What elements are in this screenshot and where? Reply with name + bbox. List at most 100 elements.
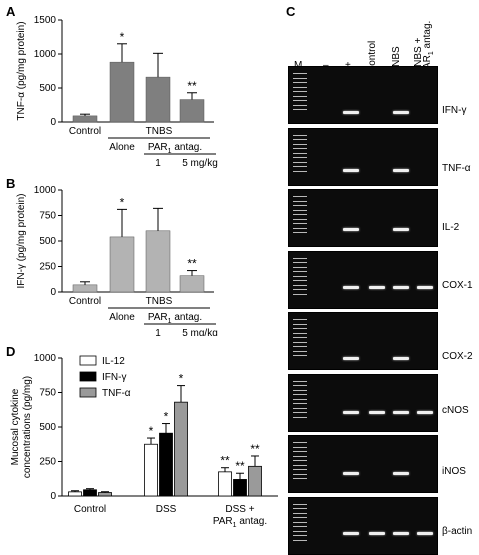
panel-d-legend-label: IL-12 <box>102 356 125 367</box>
marker-band <box>293 389 307 391</box>
marker-band <box>293 539 307 541</box>
marker-band <box>293 380 307 382</box>
marker-band <box>293 512 307 514</box>
panel-d-bar-tnf- <box>98 492 112 497</box>
panel-a-label-dose-1: 1 <box>155 158 161 169</box>
gel-label: β-actin <box>442 525 473 537</box>
panel-b-bar <box>109 236 135 293</box>
gel-band <box>369 410 385 414</box>
gel-band <box>417 410 433 414</box>
panel-b-y-axis-label: IFN-γ (pg/mg protein) <box>16 193 27 288</box>
gel-image <box>288 496 438 555</box>
panel-d-significance: * <box>149 424 154 438</box>
marker-band <box>293 170 307 172</box>
panel-d-y-tick-label: 750 <box>39 388 56 399</box>
marker-band <box>293 143 307 145</box>
panel-a-bar <box>179 99 205 123</box>
marker-band <box>293 385 307 386</box>
marker-band <box>293 232 307 233</box>
panel-b-bar <box>72 284 98 293</box>
marker-band <box>293 451 307 452</box>
panel-d-y-tick-label: 1000 <box>34 353 57 364</box>
panel-d-bar-il-12 <box>218 471 232 497</box>
gel-band <box>393 111 409 114</box>
panel-b-bar <box>179 275 205 293</box>
gel-image <box>288 435 438 493</box>
marker-band <box>293 517 307 518</box>
marker-band <box>293 478 307 479</box>
marker-band <box>293 95 307 97</box>
panel-b-label-tnbs: TNBS <box>146 296 173 307</box>
marker-band <box>293 209 307 211</box>
marker-band <box>293 464 307 466</box>
panel-b-y-tick-label: 750 <box>39 211 56 222</box>
gel-band <box>343 531 359 535</box>
marker-band <box>293 530 307 532</box>
panel-b-label-alone: Alone <box>109 312 135 323</box>
panel-a-label-par-antag: PAR1 antag. <box>148 142 202 155</box>
marker-band <box>293 139 307 140</box>
marker-band <box>293 73 307 74</box>
marker-band <box>293 100 307 101</box>
marker-band <box>293 91 307 92</box>
panel-b-label-par-antag: PAR1 antag. <box>148 312 202 325</box>
panel-a-y-tick-label: 500 <box>39 83 56 94</box>
gel-label: COX-2 <box>442 351 473 362</box>
panel-a-label-tnbs: TNBS <box>146 126 173 137</box>
panel-d-significance: ** <box>235 459 245 473</box>
panel-a-bar <box>72 115 98 123</box>
marker-band <box>293 407 307 409</box>
marker-band <box>293 341 307 343</box>
marker-band <box>293 104 307 106</box>
marker-band <box>293 328 307 329</box>
gel-band <box>343 168 359 172</box>
panel-a-y-tick-label: 0 <box>50 117 56 128</box>
panel-b-label: B <box>6 176 16 191</box>
gel-label: cNOS <box>442 404 469 416</box>
panel-b-significance: * <box>120 195 125 209</box>
marker-band <box>293 355 307 356</box>
panel-a-y-axis-label: TNF-α (pg/mg protein) <box>16 21 27 120</box>
panel-d-bar-tnf- <box>174 401 188 497</box>
panel-a-label-alone: Alone <box>109 142 135 153</box>
panel-d-bar-il-12 <box>144 443 158 497</box>
panel-a-significance: * <box>120 30 125 44</box>
gel-band <box>393 531 409 535</box>
panel-d-label: D <box>6 344 16 359</box>
panel-d-significance: * <box>179 372 184 386</box>
panel-b-label-control: Control <box>69 296 101 307</box>
panel-d-y-tick-label: 250 <box>39 457 56 468</box>
marker-band <box>293 350 307 352</box>
marker-band <box>293 161 307 163</box>
marker-band <box>293 280 307 281</box>
gel-lane-label-positive: + <box>345 60 351 71</box>
panel-d-bar-ifn- <box>159 432 173 497</box>
marker-band <box>293 223 307 224</box>
panel-d-bar-ifn- <box>83 489 97 497</box>
panel-b-significance: ** <box>187 257 197 271</box>
marker-band <box>293 214 307 215</box>
gel-band <box>393 357 409 360</box>
marker-band <box>293 275 307 277</box>
marker-band <box>293 205 307 206</box>
marker-band <box>293 323 307 325</box>
gel-band <box>343 228 359 231</box>
gel-band <box>343 472 359 475</box>
marker-band <box>293 503 307 505</box>
marker-band <box>293 262 307 263</box>
panel-b-label-dose-1: 1 <box>155 328 161 336</box>
gel-band <box>393 285 409 289</box>
panel-a-y-tick-label: 1500 <box>34 15 57 26</box>
gel-band <box>393 410 409 414</box>
marker-band <box>293 398 307 400</box>
marker-band <box>293 284 307 286</box>
panel-d-label-par-antag: PAR1 antag. <box>213 516 267 529</box>
marker-band <box>293 412 307 413</box>
panel-d-label-dss: DSS <box>156 504 177 515</box>
marker-band <box>293 200 307 202</box>
panel-d-legend-swatch <box>79 355 97 366</box>
marker-band <box>293 86 307 88</box>
panel-d-significance: ** <box>220 454 230 468</box>
